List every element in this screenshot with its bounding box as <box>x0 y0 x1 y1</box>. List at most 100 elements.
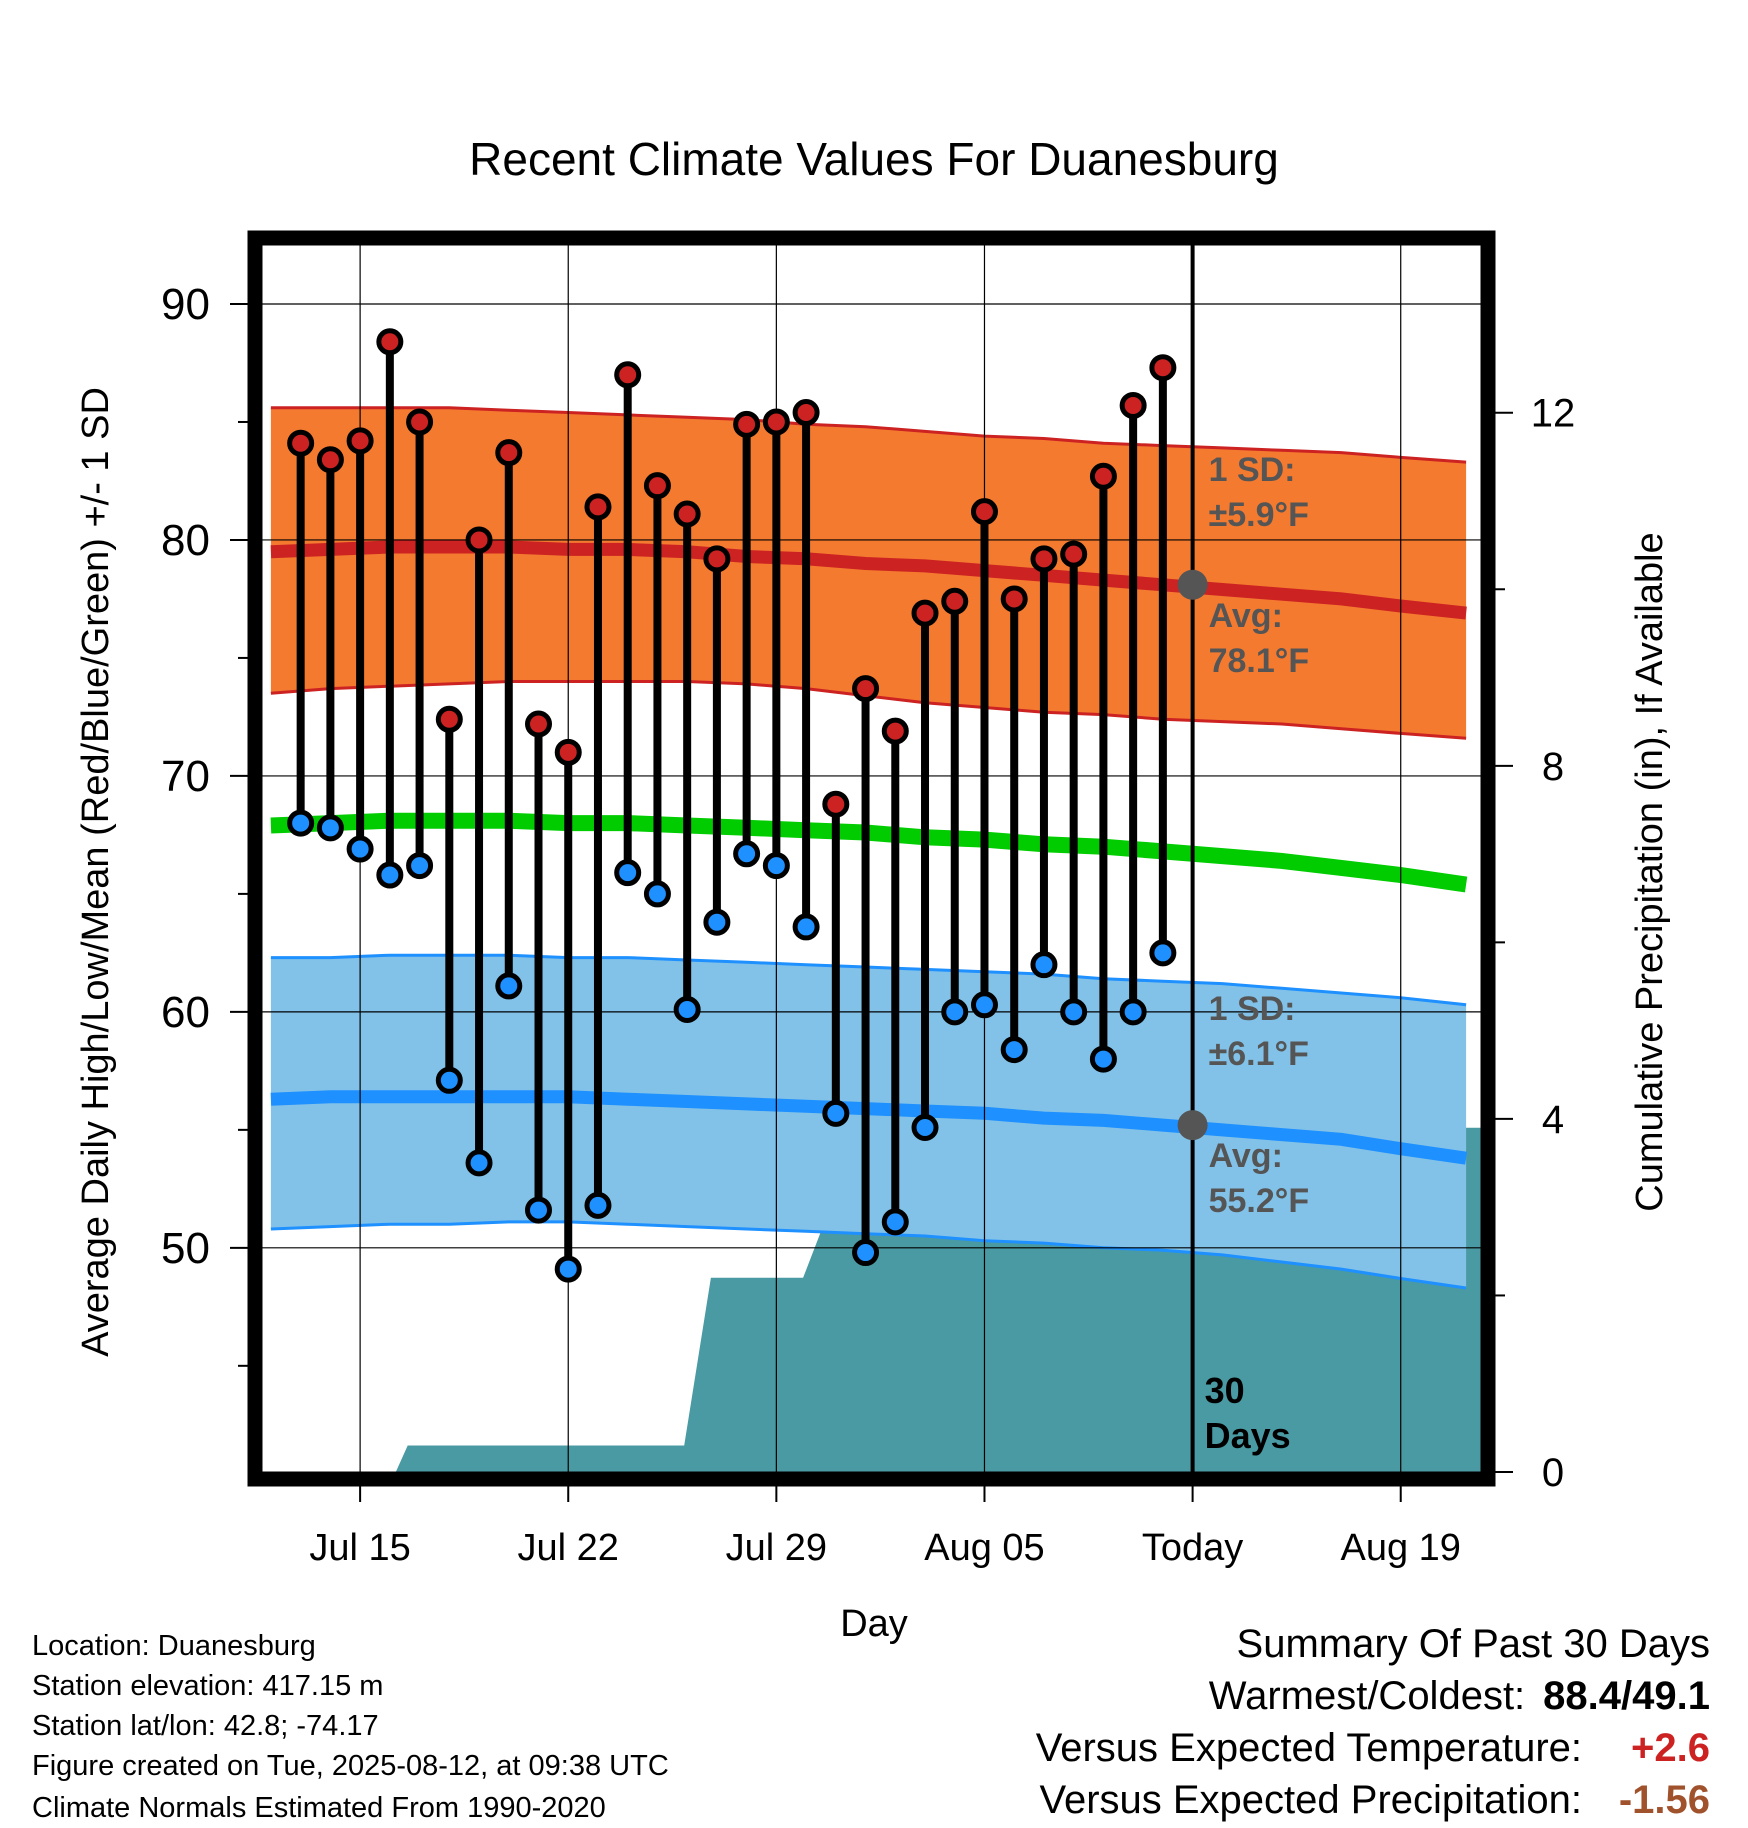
daily-low-point <box>733 840 761 868</box>
info-created: Figure created on Tue, 2025-08-12, at 09… <box>32 1750 669 1782</box>
x-axis-label: Day <box>840 1603 908 1645</box>
today-high-normal-marker <box>1177 569 1208 600</box>
warm-cold-label: Warmest/Coldest: <box>1208 1674 1526 1718</box>
low-avg-value: 55.2°F <box>1209 1182 1310 1220</box>
summary-temp: Versus Expected Temperature: +2.6 <box>1036 1728 1710 1768</box>
high-avg-label: Avg: <box>1209 597 1283 635</box>
daily-high-point <box>525 710 553 738</box>
daily-low-point <box>346 835 374 863</box>
info-location: Location: Duanesburg <box>32 1630 316 1662</box>
daily-low-point <box>643 880 671 908</box>
daily-high-point <box>1119 391 1147 419</box>
daily-low-point <box>911 1113 939 1141</box>
daily-low-point <box>881 1208 909 1236</box>
y2-tick-label: 0 <box>1542 1451 1564 1495</box>
low-avg-label: Avg: <box>1209 1137 1283 1175</box>
x-tick-label: Aug 05 <box>924 1527 1044 1569</box>
daily-high-point <box>614 361 642 389</box>
y-tick-label: 60 <box>161 988 210 1037</box>
daily-high-point <box>822 790 850 818</box>
x-tick-label: Jul 15 <box>309 1527 410 1569</box>
daily-low-point <box>703 908 731 936</box>
daily-high-point <box>852 675 880 703</box>
precip-value: -1.56 <box>1618 1778 1710 1822</box>
daily-low-point <box>1119 998 1147 1026</box>
daily-high-point <box>762 408 790 436</box>
y-tick-label: 70 <box>161 752 210 801</box>
x-tick-label: Today <box>1142 1527 1243 1569</box>
y2-tick-label: 8 <box>1542 745 1564 789</box>
high-sd-band-upper-edge <box>270 406 1467 464</box>
x-tick-label: Jul 29 <box>726 1527 827 1569</box>
daily-low-point <box>554 1255 582 1283</box>
info-normals: Climate Normals Estimated From 1990-2020 <box>32 1792 606 1824</box>
daily-high-point <box>1030 545 1058 573</box>
daily-high-point <box>733 410 761 438</box>
daily-high-point <box>495 439 523 467</box>
daily-low-point <box>673 996 701 1024</box>
low-sd-label: 1 SD: <box>1209 990 1296 1028</box>
precip-label: Versus Expected Precipitation: <box>1039 1778 1582 1822</box>
daily-high-point <box>970 498 998 526</box>
x-tick-label: Aug 19 <box>1340 1527 1460 1569</box>
daily-high-point <box>911 599 939 627</box>
today-low-normal-marker <box>1177 1110 1208 1141</box>
warm-cold-value: 88.4/49.1 <box>1543 1674 1710 1718</box>
daily-low-point <box>495 972 523 1000</box>
daily-low-point <box>1089 1045 1117 1073</box>
daily-high-point <box>673 500 701 528</box>
daily-high-point <box>554 738 582 766</box>
daily-low-point <box>941 998 969 1026</box>
daily-low-point <box>376 861 404 889</box>
daily-high-point <box>941 587 969 615</box>
daily-low-point <box>316 814 344 842</box>
temp-label: Versus Expected Temperature: <box>1035 1726 1582 1770</box>
x-tick-label: Jul 22 <box>518 1527 619 1569</box>
daily-high-point <box>435 705 463 733</box>
y2-tick-label: 4 <box>1542 1098 1564 1142</box>
daily-high-point <box>1060 540 1088 568</box>
daily-low-point <box>970 991 998 1019</box>
daily-high-point <box>1149 354 1177 382</box>
high-sd-label: 1 SD: <box>1209 451 1296 489</box>
y2-tick-label: 12 <box>1531 392 1576 436</box>
daily-low-point <box>465 1149 493 1177</box>
daily-low-point <box>287 809 315 837</box>
info-elevation: Station elevation: 417.15 m <box>32 1670 384 1702</box>
daily-high-point <box>406 408 434 436</box>
daily-low-point <box>406 852 434 880</box>
daily-low-point <box>822 1099 850 1127</box>
y2-axis-label: Cumulative Precipitation (in), If Availa… <box>1629 532 1671 1211</box>
plot-frame <box>247 230 1496 1487</box>
daily-high-point <box>376 328 404 356</box>
daily-low-point <box>584 1191 612 1219</box>
summary-warm-cold: Warmest/Coldest: 88.4/49.1 <box>1209 1676 1710 1716</box>
daily-high-point <box>346 427 374 455</box>
daily-low-point <box>1000 1036 1028 1064</box>
y-tick-label: 80 <box>161 516 210 565</box>
daily-high-point <box>465 526 493 554</box>
high-avg-value: 78.1°F <box>1209 642 1310 680</box>
daily-high-point <box>1089 462 1117 490</box>
daily-high-point <box>584 493 612 521</box>
daily-high-point <box>881 717 909 745</box>
low-sd-value: ±6.1°F <box>1209 1035 1309 1073</box>
daily-high-point <box>703 545 731 573</box>
high-sd-band <box>270 407 1467 739</box>
info-latlon: Station lat/lon: 42.8; -74.17 <box>32 1710 379 1742</box>
plot-area: 1 SD: ±5.9°F Avg: 78.1°F 1 SD: ±6.1°F Avg: 55.2… <box>161 230 1576 1569</box>
y-axis-label: Average Daily High/Low/Mean (Red/Blue/Gr… <box>75 387 117 1357</box>
daily-high-point <box>316 446 344 474</box>
high-sd-value: ±5.9°F <box>1209 496 1309 534</box>
daily-low-point <box>1060 998 1088 1026</box>
days-count-word: Days <box>1205 1415 1291 1456</box>
daily-low-point <box>1030 951 1058 979</box>
daily-low-point <box>762 852 790 880</box>
daily-low-point <box>435 1066 463 1094</box>
daily-low-point <box>852 1239 880 1267</box>
daily-low-point <box>614 859 642 887</box>
daily-low-point <box>1149 939 1177 967</box>
y-tick-label: 50 <box>161 1224 210 1273</box>
summary-title: Summary Of Past 30 Days <box>1236 1622 1710 1666</box>
